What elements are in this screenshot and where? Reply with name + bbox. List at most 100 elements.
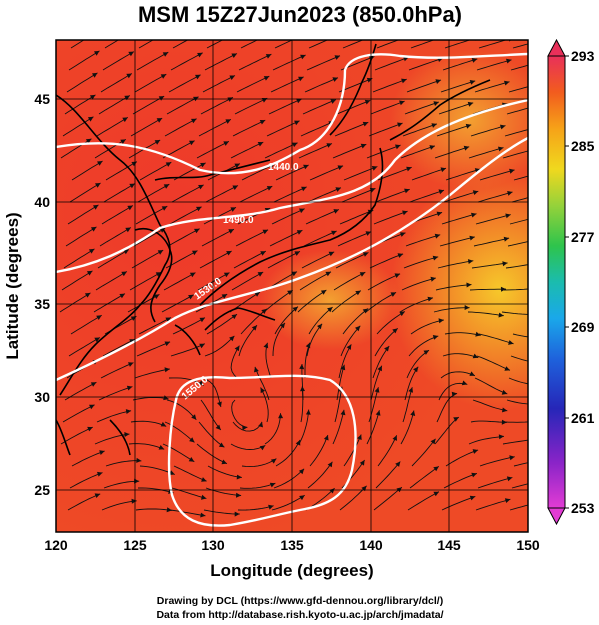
streamline <box>234 97 268 115</box>
colorbar-tick-label: 269 <box>571 319 595 335</box>
streamline <box>470 125 506 137</box>
streamline-arrowhead <box>89 404 95 410</box>
streamline-arrowhead <box>231 314 237 320</box>
streamline-arrowhead <box>397 253 404 258</box>
streamline <box>241 458 277 468</box>
streamline <box>263 289 293 313</box>
streamline-arrowhead <box>261 308 267 314</box>
streamline-arrowhead <box>195 74 201 80</box>
streamline <box>66 72 98 93</box>
streamline <box>300 121 335 137</box>
streamline <box>67 204 99 225</box>
streamline-arrowhead <box>126 73 132 79</box>
streamline-arrowhead <box>221 294 228 299</box>
streamline <box>372 78 407 93</box>
streamline-arrowhead <box>364 99 371 105</box>
streamline-arrowhead <box>84 292 91 298</box>
streamline-arrowhead <box>399 100 405 106</box>
streamline-arrowhead <box>124 95 130 101</box>
streamline-arrowhead <box>305 342 311 349</box>
streamline <box>105 161 138 181</box>
streamline-arrowhead <box>327 307 333 313</box>
streamline <box>238 324 258 357</box>
y-tick-label: 35 <box>34 296 50 312</box>
streamline-arrowhead <box>270 458 277 464</box>
streamline-arrowhead <box>498 146 504 152</box>
streamline <box>369 253 404 269</box>
streamline-arrowhead <box>85 138 92 144</box>
streamline <box>513 175 528 181</box>
streamline-arrowhead <box>296 230 303 235</box>
streamline-arrowhead <box>169 470 175 475</box>
streamline <box>508 86 528 93</box>
streamline-arrowhead <box>92 72 98 78</box>
colorbar-max-arrow <box>547 38 566 57</box>
streamline <box>502 439 528 445</box>
streamline-arrowhead <box>408 387 413 393</box>
streamline-arrowhead <box>189 272 196 278</box>
streamline <box>503 288 528 291</box>
streamline <box>303 230 337 247</box>
streamline-arrowhead <box>194 228 200 234</box>
streamline <box>204 335 235 357</box>
streamline <box>437 260 474 269</box>
streamline <box>102 338 136 357</box>
streamline <box>409 466 440 489</box>
streamline-arrowhead <box>394 273 401 278</box>
colorbar-tick-label: 293 <box>571 48 595 64</box>
streamline-arrowhead <box>371 166 378 171</box>
streamline <box>366 144 401 159</box>
streamline <box>402 123 438 137</box>
streamline-arrowhead <box>165 30 171 35</box>
streamline-arrowhead <box>540 60 546 65</box>
streamline <box>468 435 505 445</box>
streamline <box>168 74 201 93</box>
streamline <box>307 461 333 489</box>
streamline-arrowhead <box>472 190 479 195</box>
streamline-arrowhead <box>535 286 540 291</box>
credit-data-source: Data from http://database.rish.kyoto-u.a… <box>156 609 443 621</box>
streamline-arrowhead <box>262 229 269 235</box>
streamline-arrowhead <box>359 460 365 466</box>
streamline-arrowhead <box>129 183 135 189</box>
streamline <box>409 189 445 203</box>
streamline <box>467 311 504 317</box>
streamline <box>239 482 276 489</box>
streamline <box>170 343 205 357</box>
streamline-arrowhead <box>431 123 437 128</box>
streamline <box>172 40 189 49</box>
streamline <box>206 313 238 335</box>
streamline-arrowhead <box>266 186 273 191</box>
streamline-arrowhead <box>392 435 397 441</box>
streamline <box>231 271 264 291</box>
streamline <box>202 377 222 408</box>
streamline-arrowhead <box>390 292 397 297</box>
streamline <box>254 366 270 401</box>
streamline <box>408 335 439 357</box>
streamline-arrowhead <box>323 435 329 441</box>
credit-drawing: Drawing by DCL (https://www.gfd-dennou.o… <box>157 595 443 607</box>
streamline-arrowhead <box>337 165 344 170</box>
streamline-arrowhead <box>234 345 240 352</box>
streamline <box>476 355 511 371</box>
streamline <box>271 494 305 511</box>
streamline <box>404 101 440 115</box>
streamline <box>237 505 274 511</box>
streamline <box>134 73 167 93</box>
streamline <box>507 241 528 247</box>
streamline <box>71 160 103 181</box>
map-title: MSM 15Z27Jun2023 (850.0hPa) <box>138 2 462 27</box>
streamline <box>138 40 154 49</box>
streamline-arrowhead <box>333 209 339 214</box>
streamline <box>473 237 510 247</box>
streamline-arrowhead <box>199 31 205 36</box>
streamline <box>368 122 403 137</box>
streamline <box>411 438 436 467</box>
streamline-arrowhead <box>330 99 336 104</box>
streamline-arrowhead <box>229 335 235 342</box>
coastlines <box>56 43 491 456</box>
streamline-arrowhead <box>410 410 416 416</box>
streamline <box>238 53 272 71</box>
streamline <box>70 40 85 49</box>
streamline <box>101 205 134 225</box>
